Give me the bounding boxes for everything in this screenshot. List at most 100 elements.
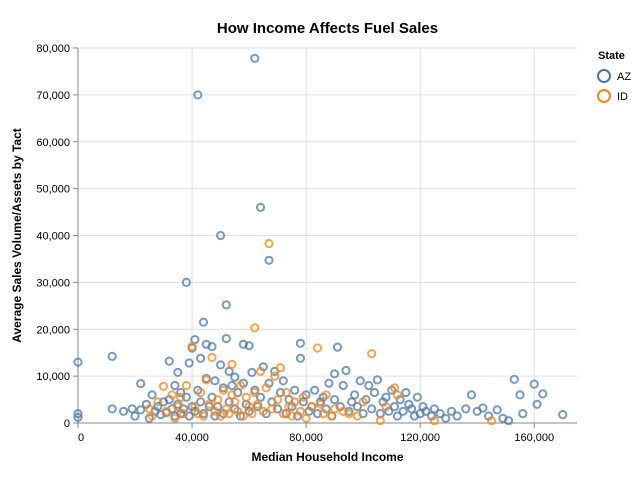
data-point-az bbox=[184, 358, 194, 368]
data-point-az bbox=[216, 230, 226, 241]
data-point-id bbox=[207, 352, 217, 362]
data-point-id bbox=[218, 385, 228, 395]
legend-label-az: AZ bbox=[617, 71, 631, 83]
data-point-id bbox=[170, 413, 180, 423]
data-point-az bbox=[221, 334, 231, 344]
data-point-id bbox=[275, 363, 286, 373]
points-layer bbox=[73, 53, 568, 426]
data-point-id bbox=[298, 392, 308, 402]
x-tick-label: 0 bbox=[78, 432, 84, 444]
data-point-id bbox=[196, 387, 206, 398]
data-point-id bbox=[321, 390, 331, 400]
data-point-az bbox=[330, 369, 340, 379]
data-point-id bbox=[287, 411, 297, 421]
data-point-az bbox=[210, 376, 220, 386]
data-point-id bbox=[238, 411, 248, 421]
x-tick-label: 160,000 bbox=[514, 432, 554, 444]
data-point-az bbox=[119, 406, 129, 416]
data-point-az bbox=[176, 387, 186, 398]
data-point-az bbox=[310, 385, 320, 395]
data-point-id bbox=[315, 399, 325, 409]
data-point-id bbox=[295, 406, 305, 416]
data-point-id bbox=[161, 406, 171, 416]
data-point-id bbox=[224, 409, 234, 419]
data-point-id bbox=[278, 409, 288, 419]
data-point-az bbox=[164, 356, 174, 366]
data-point-az bbox=[429, 404, 439, 414]
data-point-id bbox=[352, 411, 362, 421]
data-point-az bbox=[364, 380, 374, 391]
grid-layer bbox=[77, 47, 577, 424]
data-point-az bbox=[170, 380, 180, 391]
data-point-id bbox=[250, 323, 260, 333]
data-point-az bbox=[332, 342, 343, 352]
data-point-id bbox=[344, 409, 354, 419]
data-point-id bbox=[158, 381, 169, 391]
y-tick-label: 20,000 bbox=[36, 324, 70, 336]
data-point-id bbox=[227, 359, 237, 369]
data-point-az bbox=[401, 387, 411, 398]
data-point-id bbox=[281, 387, 291, 398]
y-tick-label: 10,000 bbox=[36, 371, 70, 383]
y-axis-title: Average Sales Volume/Assets by Tact bbox=[10, 128, 24, 343]
data-point-az bbox=[198, 317, 209, 327]
data-point-id bbox=[307, 402, 317, 412]
data-point-az bbox=[492, 405, 502, 415]
data-point-az bbox=[398, 406, 408, 416]
data-point-id bbox=[318, 409, 328, 419]
data-point-az bbox=[136, 405, 146, 415]
data-point-az bbox=[532, 399, 542, 409]
data-point-az bbox=[73, 357, 83, 367]
data-point-az bbox=[435, 409, 445, 419]
data-point-az bbox=[367, 404, 377, 414]
data-point-az bbox=[250, 53, 260, 63]
data-point-az bbox=[196, 397, 206, 407]
y-tick-label: 80,000 bbox=[36, 43, 70, 55]
data-point-id bbox=[267, 404, 277, 414]
data-point-az bbox=[244, 341, 254, 351]
data-point-id bbox=[375, 416, 385, 426]
y-tick-label: 40,000 bbox=[36, 231, 70, 243]
data-point-az bbox=[173, 367, 183, 377]
data-point-az bbox=[107, 404, 117, 414]
data-point-id bbox=[261, 383, 271, 393]
data-point-az bbox=[196, 353, 206, 363]
data-point-id bbox=[176, 392, 186, 402]
data-point-id bbox=[392, 390, 402, 400]
data-point-az bbox=[558, 410, 568, 420]
data-point-az bbox=[130, 411, 140, 421]
legend-items: AZ ID bbox=[597, 69, 631, 103]
data-point-id bbox=[250, 387, 260, 398]
data-point-id bbox=[173, 402, 183, 412]
data-point-id bbox=[230, 397, 240, 407]
chart-title: How Income Affects Fuel Sales bbox=[217, 20, 438, 37]
data-point-az bbox=[341, 365, 351, 376]
data-point-id bbox=[367, 349, 377, 359]
data-point-id bbox=[429, 416, 439, 426]
x-axis-title: Median Household Income bbox=[251, 450, 403, 464]
data-point-az bbox=[273, 404, 283, 414]
data-point-az bbox=[290, 385, 300, 395]
data-point-az bbox=[107, 351, 117, 361]
x-tick-label: 80,000 bbox=[289, 432, 323, 444]
data-point-az bbox=[312, 409, 323, 419]
data-point-id bbox=[264, 238, 274, 249]
data-point-az bbox=[461, 404, 471, 414]
data-point-az bbox=[278, 376, 288, 386]
data-point-az bbox=[389, 402, 400, 412]
data-point-id bbox=[204, 399, 214, 409]
y-tick-label: 50,000 bbox=[36, 184, 70, 196]
data-point-id bbox=[247, 409, 257, 419]
data-point-az bbox=[295, 353, 305, 363]
data-point-az bbox=[538, 389, 548, 399]
data-point-az bbox=[369, 387, 380, 398]
data-point-az bbox=[392, 411, 402, 421]
data-point-az bbox=[147, 390, 157, 400]
data-point-az bbox=[412, 392, 422, 402]
y-tick-label: 0 bbox=[64, 418, 70, 430]
data-point-az bbox=[181, 277, 191, 287]
data-point-id bbox=[255, 366, 266, 376]
data-point-id bbox=[147, 411, 157, 421]
data-point-az bbox=[73, 412, 83, 422]
